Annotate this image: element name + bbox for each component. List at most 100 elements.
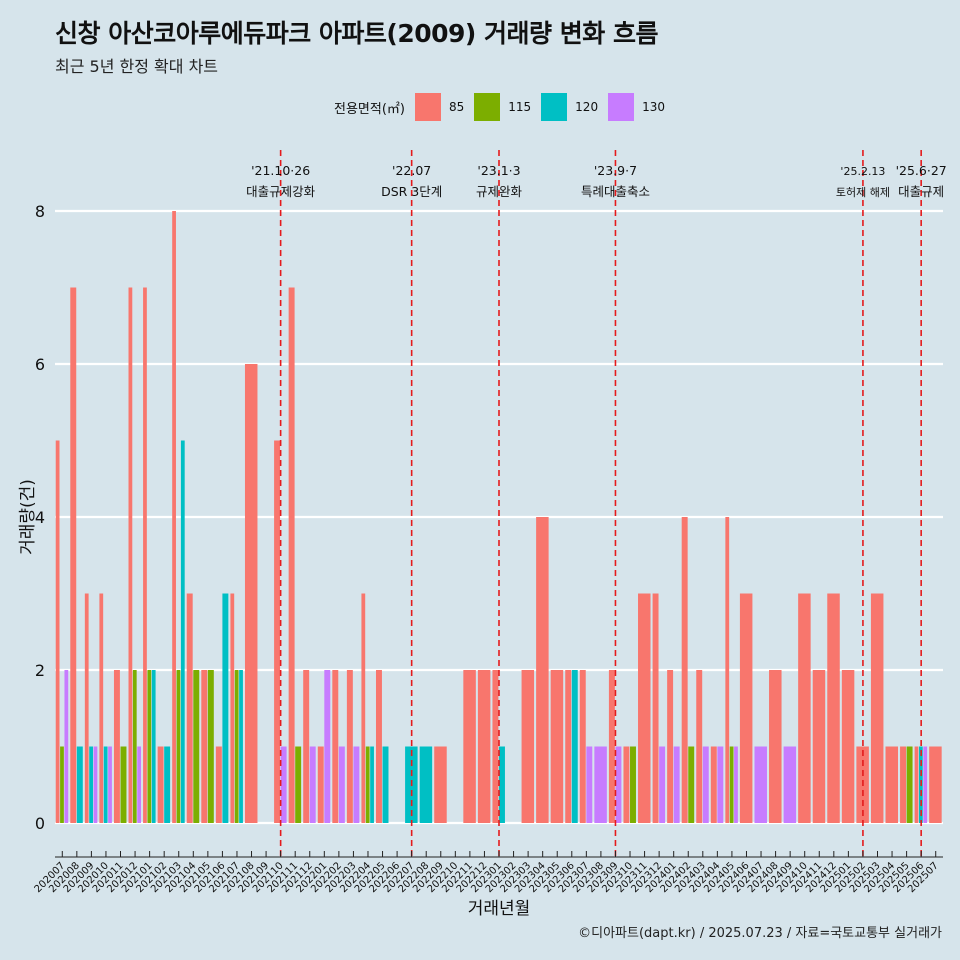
event-date-label: '22.07 <box>392 163 431 178</box>
bar-202205-120 <box>382 746 389 823</box>
bar-202103-115 <box>176 670 181 823</box>
bar-202110-85 <box>274 440 281 823</box>
bar-202107-85 <box>230 593 235 823</box>
bar-202009-85 <box>84 593 89 823</box>
event-name-label: 대출규제 <box>898 184 944 199</box>
bar-202111-115 <box>295 746 302 823</box>
bar-202106-120 <box>222 593 229 823</box>
bar-202312-85 <box>652 593 659 823</box>
legend-swatch-120 <box>541 93 568 121</box>
event-name-label: DSR 3단계 <box>381 184 442 199</box>
bar-202101-85 <box>143 287 147 823</box>
bar-202507-85 <box>929 746 942 823</box>
bar-202505-115 <box>906 746 913 823</box>
event-name-label: 대출규제강화 <box>246 184 316 199</box>
bar-202405-130 <box>734 746 738 823</box>
bar-202203-130 <box>353 746 360 823</box>
bar-202405-85 <box>725 517 730 823</box>
event-date-label: '25.6·27 <box>896 163 947 178</box>
bar-202203-85 <box>346 670 353 823</box>
bar-202310-85 <box>623 746 630 823</box>
legend-item-85: 85 <box>414 93 464 121</box>
legend-swatch-85 <box>414 93 441 121</box>
bar-202012-115 <box>132 670 137 823</box>
bar-202311-85 <box>638 593 651 823</box>
legend-label-130: 130 <box>642 100 665 114</box>
bar-202306-120 <box>571 670 578 823</box>
bar-202408-85 <box>769 670 782 823</box>
bar-202008-120 <box>76 746 83 823</box>
bar-202106-85 <box>215 746 222 823</box>
bar-202401-130 <box>673 746 680 823</box>
legend-swatch-130 <box>608 93 635 121</box>
bar-202409-130 <box>783 746 797 823</box>
bar-202407-130 <box>754 746 767 823</box>
bar-202103-85 <box>172 211 176 823</box>
bar-202009-120 <box>89 746 93 823</box>
bar-202010-130 <box>108 746 112 823</box>
bar-202309-85 <box>608 670 615 823</box>
bar-202402-85 <box>681 517 688 823</box>
bar-202402-115 <box>688 746 695 823</box>
bar-202303-85 <box>521 670 535 823</box>
y-tick-label: 8 <box>35 202 45 221</box>
bar-202008-85 <box>70 287 77 823</box>
bar-202209-85 <box>434 746 447 823</box>
bar-202212-85 <box>477 670 491 823</box>
bar-202102-85 <box>157 746 164 823</box>
event-date-label: '21.10·26 <box>251 163 310 178</box>
bar-202503-85 <box>870 593 884 823</box>
y-tick-label: 4 <box>35 508 45 527</box>
bar-202304-85 <box>536 517 549 823</box>
bar-202107-120 <box>239 670 243 823</box>
event-name-label: 토허제 해제 <box>836 185 890 199</box>
bar-202205-85 <box>375 670 382 823</box>
y-tick-label: 0 <box>35 814 45 833</box>
legend-item-115: 115 <box>474 93 531 121</box>
bar-202012-85 <box>128 287 133 823</box>
bar-202506-85 <box>914 746 919 823</box>
bar-202009-130 <box>93 746 98 823</box>
y-tick-label: 6 <box>35 355 45 374</box>
legend: 전용면적(㎡) 85 115 120 130 <box>334 92 675 122</box>
bar-202401-85 <box>667 670 674 823</box>
y-axis-title: 거래량(건) <box>18 479 38 555</box>
bar-202108-85 <box>244 364 258 823</box>
bar-202301-85 <box>492 670 499 823</box>
bar-202412-85 <box>827 593 840 823</box>
bar-202112-85 <box>303 670 310 823</box>
bar-202103-120 <box>180 440 185 823</box>
bar-202011-115 <box>120 746 127 823</box>
event-name-label: 특례대출축소 <box>581 184 650 199</box>
bar-202406-85 <box>739 593 753 823</box>
bar-202201-85 <box>317 746 324 823</box>
legend-swatch-115 <box>474 93 501 121</box>
bar-202201-130 <box>324 670 331 823</box>
source-caption: ©디아파트(dapt.kr) / 2025.07.23 / 자료=국토교통부 실… <box>578 926 942 941</box>
bar-202307-130 <box>586 746 593 823</box>
bar-202204-85 <box>361 593 366 823</box>
bar-202111-85 <box>288 287 295 823</box>
y-tick-label: 2 <box>35 661 45 680</box>
bar-202301-120 <box>499 746 505 823</box>
bar-202309-130 <box>615 746 622 823</box>
bar-202012-130 <box>137 746 142 823</box>
legend-title: 전용면적(㎡) <box>334 101 405 117</box>
x-axis-title: 거래년월 <box>468 899 531 919</box>
bar-202404-130 <box>717 746 724 823</box>
legend-label-115: 115 <box>508 100 532 114</box>
bar-202405-115 <box>729 746 734 823</box>
event-date-label: '23.9·7 <box>594 163 637 178</box>
bar-202102-120 <box>164 746 171 823</box>
bar-202404-85 <box>710 746 717 823</box>
bar-202305-85 <box>550 670 564 823</box>
bar-202306-85 <box>565 670 572 823</box>
bar-202403-130 <box>702 746 709 823</box>
bars <box>55 211 942 823</box>
bar-202505-85 <box>900 746 907 823</box>
event-date-label: '25.2.13 <box>840 165 885 178</box>
bar-202403-85 <box>696 670 703 823</box>
bar-202202-130 <box>338 746 345 823</box>
bar-202208-120 <box>419 746 433 823</box>
bar-202204-115 <box>365 746 370 823</box>
